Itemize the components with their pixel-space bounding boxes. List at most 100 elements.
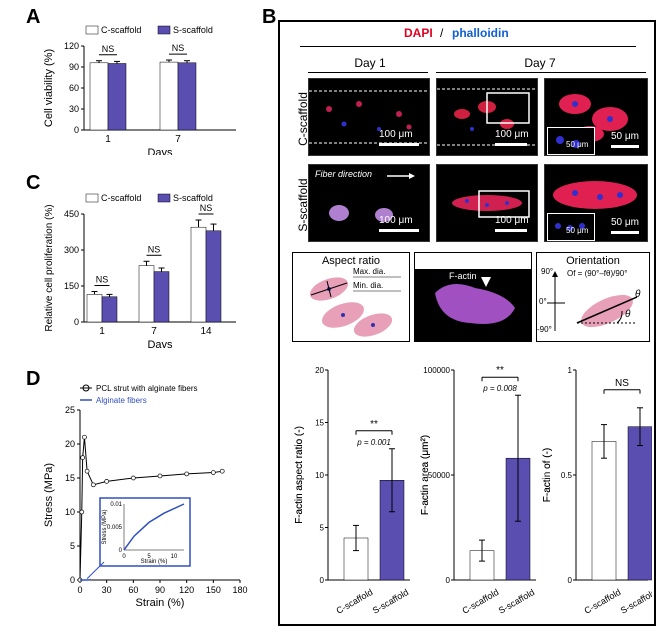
micro-s-day7: 100 μm xyxy=(436,164,538,242)
svg-text:p = 0.001: p = 0.001 xyxy=(356,438,391,447)
panel-label-a: A xyxy=(26,6,40,29)
svg-text:20: 20 xyxy=(65,439,75,449)
svg-text:5: 5 xyxy=(320,524,325,533)
svg-text:0.5: 0.5 xyxy=(561,471,573,480)
svg-text:90: 90 xyxy=(155,585,165,595)
svg-text:0.005: 0.005 xyxy=(107,525,123,531)
svg-text:14: 14 xyxy=(200,326,212,337)
svg-text:7: 7 xyxy=(175,134,181,145)
svg-text:450: 450 xyxy=(64,209,79,219)
svg-text:Strain (%): Strain (%) xyxy=(136,597,185,609)
svg-text:0: 0 xyxy=(74,317,79,327)
svg-text:0: 0 xyxy=(568,576,573,585)
stain-dapi: DAPI xyxy=(404,26,433,40)
svg-text:0: 0 xyxy=(320,576,325,585)
col-day1: Day 1 xyxy=(320,56,420,70)
svg-text:Stress (MPa): Stress (MPa) xyxy=(102,509,108,544)
panel-a-chart: 0 30 60 90 120 Cell viability (%) C-scaffold S-… xyxy=(40,20,240,155)
svg-text:100000: 100000 xyxy=(423,366,450,375)
svg-text:Cell viability (%): Cell viability (%) xyxy=(43,49,55,127)
svg-text:15: 15 xyxy=(65,473,75,483)
svg-text:NS: NS xyxy=(102,44,115,54)
svg-text:S-scaffold: S-scaffold xyxy=(619,587,652,616)
svg-text:90: 90 xyxy=(69,62,79,72)
svg-text:0: 0 xyxy=(70,575,75,585)
diag-area: Area F-actin xyxy=(414,252,532,342)
diag-orient: Orientation 90° 0° -90° Of = (90°–fθ)/90… xyxy=(536,252,650,342)
svg-text:1: 1 xyxy=(99,326,105,337)
svg-text:**: ** xyxy=(370,419,378,430)
svg-text:C-scaffold: C-scaffold xyxy=(101,25,141,35)
svg-text:C-scaffold: C-scaffold xyxy=(335,587,375,616)
svg-text:S-scaffold: S-scaffold xyxy=(173,25,213,35)
svg-text:300: 300 xyxy=(64,245,79,255)
micro-s-day7-zoom: 50 μm 50 μm xyxy=(544,164,648,242)
svg-text:7: 7 xyxy=(151,326,157,337)
stain-underline xyxy=(300,46,636,47)
svg-text:NS: NS xyxy=(148,244,161,254)
micro-s-day1: Fiber direction 100 μm xyxy=(308,164,430,242)
col-day1-line xyxy=(308,72,428,73)
diag-aspect: Aspect ratio Max. dia. Min. dia. xyxy=(292,252,410,342)
svg-text:120: 120 xyxy=(179,585,194,595)
stain-sep: / xyxy=(440,26,443,40)
chart-aspect-ratio: 0 5 10 15 20 F-actin aspect ratio (-) ** p = 0.… xyxy=(292,350,414,618)
col-day7-line xyxy=(436,72,646,73)
chart-orientation: 00.51F-actin of (-)NSC-scaffoldS-scaffol… xyxy=(540,350,652,618)
svg-text:10: 10 xyxy=(315,471,324,480)
svg-text:30: 30 xyxy=(102,585,112,595)
svg-text:50000: 50000 xyxy=(428,471,451,480)
svg-text:15: 15 xyxy=(315,419,324,428)
svg-text:Days: Days xyxy=(147,147,173,155)
panel-label-d: D xyxy=(26,368,40,391)
svg-text:20: 20 xyxy=(315,366,324,375)
svg-text:180: 180 xyxy=(232,585,247,595)
svg-text:10: 10 xyxy=(65,507,75,517)
panel-label-c: C xyxy=(26,172,40,195)
svg-text:1: 1 xyxy=(568,366,573,375)
panel-label-b: B xyxy=(262,6,276,29)
svg-text:S-scaffold: S-scaffold xyxy=(497,587,537,616)
svg-text:Days: Days xyxy=(147,339,173,348)
micro-c-day7-zoom: 50 μm 50 μm xyxy=(544,78,648,156)
micro-c-day7: 100 μm xyxy=(436,78,538,156)
svg-text:60: 60 xyxy=(128,585,138,595)
svg-text:C-scaffold: C-scaffold xyxy=(583,587,623,616)
svg-text:10: 10 xyxy=(171,554,178,560)
svg-text:C-scaffold: C-scaffold xyxy=(101,193,141,203)
col-day7: Day 7 xyxy=(500,56,580,70)
svg-text:25: 25 xyxy=(65,405,75,415)
svg-text:1: 1 xyxy=(105,134,111,145)
svg-text:150: 150 xyxy=(206,585,221,595)
svg-text:NS: NS xyxy=(96,275,109,285)
svg-text:30: 30 xyxy=(69,104,79,114)
svg-text:NS: NS xyxy=(172,43,185,53)
svg-text:Alginate fibers: Alginate fibers xyxy=(96,396,147,405)
svg-text:0: 0 xyxy=(77,585,82,595)
svg-text:Strain (%): Strain (%) xyxy=(141,559,168,565)
svg-text:60: 60 xyxy=(69,83,79,93)
svg-text:F-actin area (μm²): F-actin area (μm²) xyxy=(420,435,431,515)
panel-d-chart: 0 5 10 15 20 25 0 30 60 90 120 150 180 Stress (MPa) St… xyxy=(40,380,250,610)
svg-text:Stress (MPa): Stress (MPa) xyxy=(43,463,55,527)
svg-text:0.01: 0.01 xyxy=(110,502,122,508)
svg-text:F-actin aspect ratio (-): F-actin aspect ratio (-) xyxy=(294,426,305,524)
svg-text:NS: NS xyxy=(200,203,213,213)
micro-c-day1: 100 μm xyxy=(308,78,430,156)
svg-text:S-scaffold: S-scaffold xyxy=(173,193,213,203)
svg-text:0: 0 xyxy=(446,576,451,585)
svg-text:**: ** xyxy=(496,365,504,376)
svg-text:0: 0 xyxy=(74,125,79,135)
svg-text:C-scaffold: C-scaffold xyxy=(461,587,501,616)
svg-text:5: 5 xyxy=(70,541,75,551)
svg-text:S-scaffold: S-scaffold xyxy=(371,587,411,616)
svg-text:Relative cell proliferation (%: Relative cell proliferation (%) xyxy=(44,204,55,331)
svg-text:120: 120 xyxy=(64,41,79,51)
svg-text:PCL strut with alginate fibers: PCL strut with alginate fibers xyxy=(96,384,198,393)
svg-text:F-actin of (-): F-actin of (-) xyxy=(542,448,553,502)
stain-phalloidin: phalloidin xyxy=(452,26,509,40)
svg-text:150: 150 xyxy=(64,281,79,291)
panel-c-chart: 0 150 300 450 Relative cell proliferation (%… xyxy=(40,188,240,348)
chart-area: 0 50000 100000 F-actin area (μm²) ** p = 0.00… xyxy=(418,350,540,618)
svg-text:p = 0.008: p = 0.008 xyxy=(482,384,517,393)
